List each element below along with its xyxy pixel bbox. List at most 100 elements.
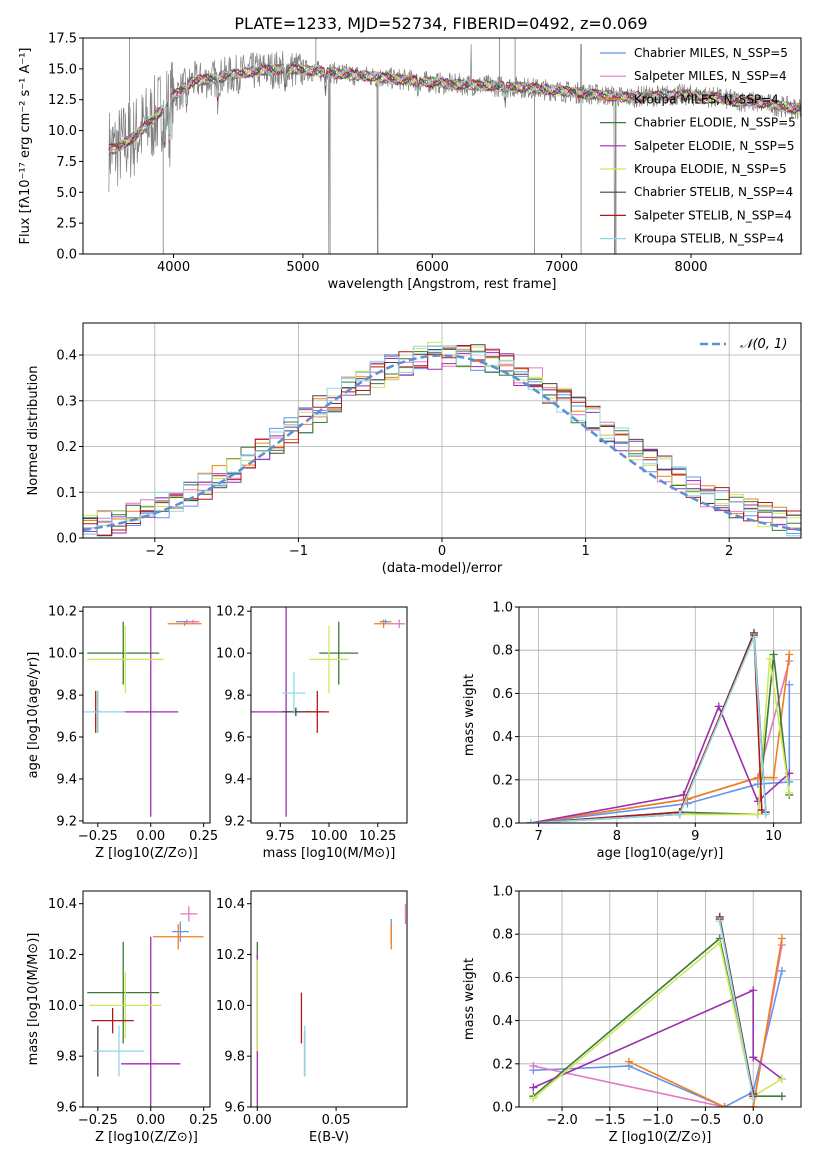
y-tick-label: 0.2 [492, 773, 513, 788]
figure-title: PLATE=1233, MJD=52734, FIBERID=0492, z=0… [234, 14, 647, 33]
series-marker-kroupa_miles [624, 1057, 633, 1066]
y-tick-label: 10.2 [216, 605, 245, 620]
spectrum-model-kroupa_elodie [108, 64, 801, 154]
y-tick-label: 9.8 [56, 1050, 77, 1065]
y-tick-label: 9.8 [224, 689, 245, 704]
x-tick-label: −1 [289, 544, 308, 559]
x-tick-label: 0.0 [743, 1113, 764, 1128]
axes-frame [82, 890, 211, 1108]
axes-frame [82, 606, 211, 824]
series-marker-kroupa_stelib [750, 633, 758, 642]
y-tick-label: 0.2 [492, 1057, 513, 1072]
series-marker-kroupa_stelib [715, 917, 724, 926]
series-line-kroupa_stelib [530, 636, 767, 823]
series-marker-kroupa_elodie [753, 810, 762, 819]
x-tick-label: 2 [725, 544, 733, 559]
x-tick-label: 10.00 [310, 829, 347, 844]
y-tick-label: 1.0 [492, 601, 513, 616]
y-tick-label: 9.2 [56, 814, 77, 829]
y-tick-label: 0.4 [492, 730, 513, 745]
x-tick-label: 6000 [416, 260, 449, 275]
x-tick-label: 10.25 [359, 829, 396, 844]
y-tick-label: 12.5 [48, 93, 77, 108]
y-tick-label: 0.1 [56, 486, 77, 501]
plot-area-residuals [83, 341, 801, 537]
x-axis-label: E(B-V) [309, 1130, 349, 1145]
series-marker-kroupa_elodie [715, 938, 724, 947]
x-tick-label: −0.25 [78, 1113, 118, 1128]
y-tick-label: 10.0 [216, 647, 245, 662]
x-tick-label: 0.00 [136, 1113, 165, 1128]
y-tick-label: 0.6 [492, 687, 513, 702]
series-marker-chabrier_miles [785, 777, 794, 786]
normal-curve [83, 354, 801, 532]
y-tick-label: 17.5 [48, 32, 77, 47]
x-axis-label: Z [log10(Z/Z⊙)] [609, 1130, 712, 1145]
series-marker-kroupa_stelib [526, 819, 535, 823]
y-tick-label: 0.4 [56, 349, 77, 364]
spectrum-model-kroupa_stelib [108, 63, 801, 153]
residual-histogram-kroupa_stelib [83, 345, 801, 537]
series-line-chabrier_elodie [530, 654, 791, 823]
y-tick-label: 10.2 [48, 605, 77, 620]
y-tick-label: 10.0 [48, 999, 77, 1014]
series-marker-kroupa_miles [769, 773, 778, 782]
series-line-chabrier_miles [530, 684, 791, 823]
x-tick-label: −1.0 [642, 1113, 674, 1128]
series-marker-kroupa_elodie [785, 788, 794, 797]
plot-area-massweight_vs_age [526, 628, 794, 823]
series-line-chabrier_stelib [530, 632, 767, 823]
y-tick-label: 9.6 [224, 1101, 245, 1116]
series-marker-salpeter_stelib [757, 806, 766, 815]
axes-frame [518, 890, 802, 1108]
series-marker-chabrier_elodie [777, 1092, 786, 1101]
legend-label: Salpeter ELODIE, N_SSP=5 [634, 139, 795, 153]
series-line-salpeter_stelib [530, 634, 763, 823]
series-marker-kroupa_elodie [529, 1094, 538, 1103]
y-tick-label: 0.0 [492, 1101, 513, 1116]
residual-histogram-salpeter_stelib [83, 345, 801, 536]
plot-area-age_vs_mass [251, 607, 406, 817]
x-axis-label: mass [log10(M/M⊙)] [263, 846, 396, 861]
series-marker-kroupa_stelib [749, 1094, 758, 1103]
legend-label: Kroupa MILES, N_SSP=4 [634, 92, 779, 106]
axes-frame [250, 890, 408, 1108]
x-tick-label: 10 [765, 829, 782, 844]
legend-label: Chabrier STELIB, N_SSP=4 [634, 185, 793, 199]
plot-area-age_vs_Z [83, 607, 202, 817]
x-tick-label: 8000 [674, 260, 707, 275]
plot-area-mass_vs_Z [87, 906, 204, 1107]
series-marker-salpeter_elodie [714, 702, 723, 711]
x-axis-label: (data-model)/error [382, 561, 503, 576]
y-tick-label: 5.0 [56, 186, 77, 201]
y-tick-label: 0.0 [492, 817, 513, 832]
series-marker-chabrier_miles [785, 680, 794, 689]
x-tick-label: −1.5 [594, 1113, 626, 1128]
y-tick-label: 0.4 [492, 1014, 513, 1029]
y-axis-label: age [log10(age/yr)] [26, 652, 41, 779]
y-axis-label: Normed distribution [26, 366, 41, 496]
series-marker-kroupa_stelib [675, 810, 684, 819]
x-tick-label: −2.0 [546, 1113, 578, 1128]
x-tick-label: −0.25 [78, 829, 118, 844]
series-marker-salpeter_elodie [529, 1083, 538, 1092]
series-marker-kroupa_miles [785, 650, 794, 659]
residual-histogram-salpeter_elodie [83, 352, 801, 534]
x-tick-label: 0.25 [189, 829, 218, 844]
series-marker-kroupa_stelib [761, 810, 770, 819]
x-tick-label: 8 [613, 829, 621, 844]
x-tick-label: 9.75 [266, 829, 295, 844]
series-marker-kroupa_miles [720, 1103, 729, 1107]
y-tick-label: 7.5 [56, 155, 77, 170]
y-tick-label: 10.2 [216, 948, 245, 963]
y-tick-label: 10.0 [48, 647, 77, 662]
y-tick-label: 9.4 [56, 772, 77, 787]
series-marker-salpeter_miles [529, 1061, 538, 1070]
series-marker-chabrier_elodie [769, 650, 778, 659]
x-tick-label: 0.00 [136, 829, 165, 844]
series-marker-kroupa_elodie [765, 654, 774, 663]
plot-area-massweight_vs_Z [529, 912, 786, 1107]
y-tick-label: 0.3 [56, 394, 77, 409]
y-tick-label: 0.8 [492, 644, 513, 659]
